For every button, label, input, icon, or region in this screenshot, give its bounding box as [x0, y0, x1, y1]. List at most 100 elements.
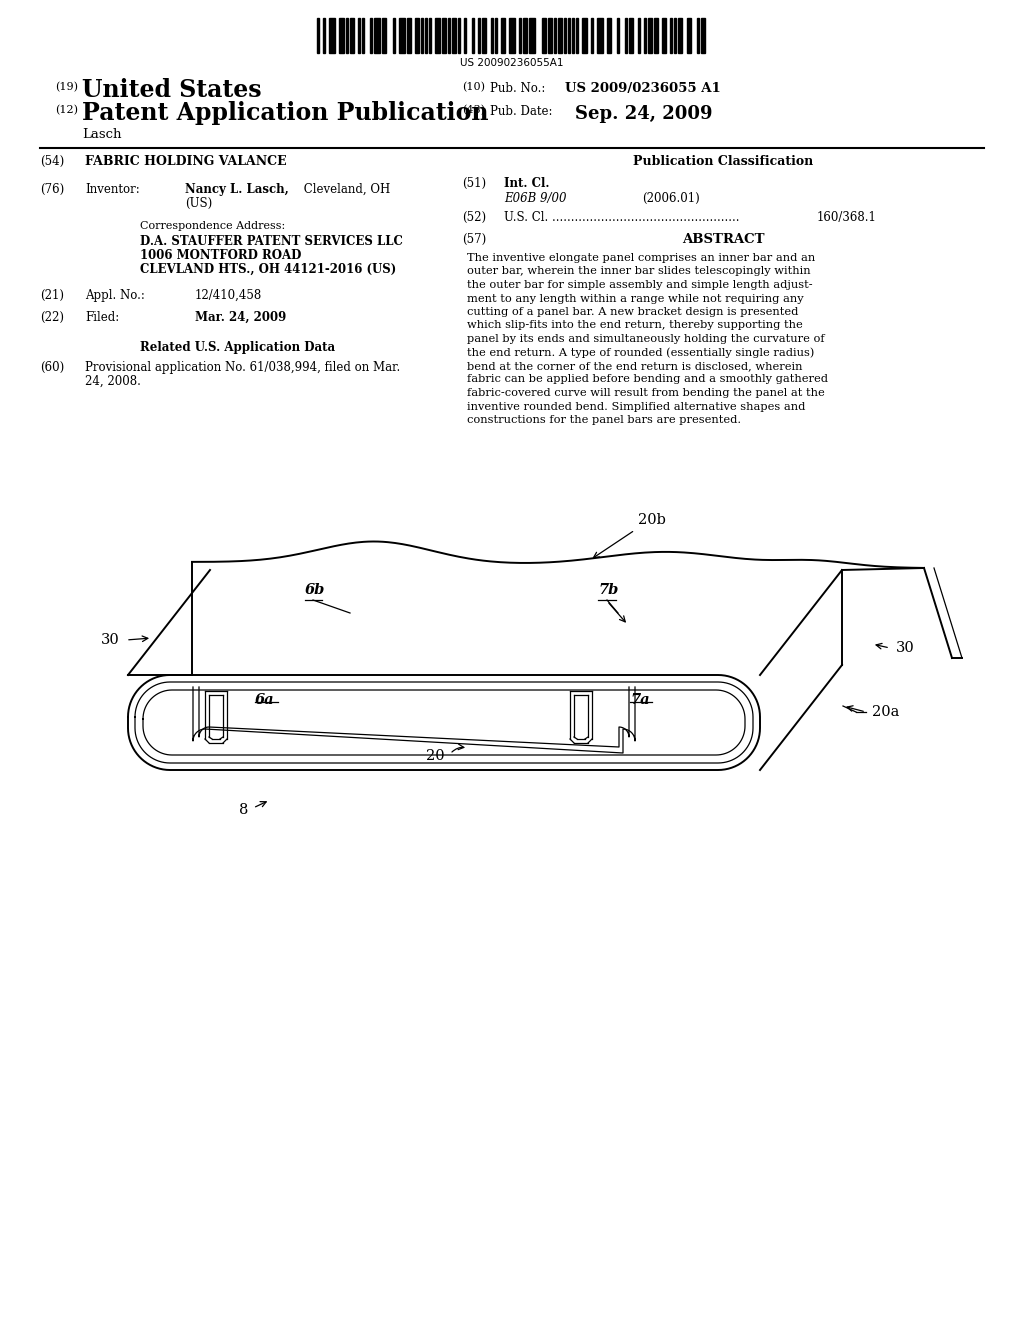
Bar [435, 18, 439, 53]
Bar [374, 18, 380, 53]
Text: (12): (12) [55, 106, 78, 115]
Text: which slip-fits into the end return, thereby supporting the: which slip-fits into the end return, the… [467, 321, 803, 330]
Bar [564, 18, 566, 53]
Bar [529, 18, 536, 53]
Text: (22): (22) [40, 312, 63, 323]
Bar [340, 18, 343, 53]
Text: (US): (US) [185, 197, 212, 210]
Text: Provisional application No. 61/038,994, filed on Mar.: Provisional application No. 61/038,994, … [85, 360, 400, 374]
Text: 12/410,458: 12/410,458 [195, 289, 262, 302]
Bar [607, 18, 611, 53]
Text: Nancy L. Lasch,: Nancy L. Lasch, [185, 183, 289, 195]
Text: (19): (19) [55, 82, 78, 92]
Bar [675, 18, 677, 53]
Text: the outer bar for simple assembly and simple length adjust-: the outer bar for simple assembly and si… [467, 280, 813, 290]
Text: (76): (76) [40, 183, 65, 195]
Bar [597, 18, 603, 53]
Text: 30: 30 [896, 642, 914, 655]
Text: outer bar, wherein the inner bar slides telescopingly within: outer bar, wherein the inner bar slides … [467, 267, 811, 276]
Bar [654, 18, 658, 53]
Text: Pub. No.:: Pub. No.: [490, 82, 546, 95]
Bar [638, 18, 640, 53]
Text: Sep. 24, 2009: Sep. 24, 2009 [575, 106, 713, 123]
Text: Mar. 24, 2009: Mar. 24, 2009 [195, 312, 287, 323]
Text: U.S. Cl. ..................................................: U.S. Cl. ...............................… [504, 211, 739, 224]
Bar [317, 18, 319, 53]
Bar [671, 18, 673, 53]
Text: ABSTRACT: ABSTRACT [682, 234, 764, 246]
Bar [509, 18, 515, 53]
Text: cutting of a panel bar. A new bracket design is presented: cutting of a panel bar. A new bracket de… [467, 308, 799, 317]
Text: 30: 30 [101, 634, 120, 647]
Bar [398, 18, 404, 53]
Text: Related U.S. Application Data: Related U.S. Application Data [140, 341, 335, 354]
Bar [554, 18, 556, 53]
Text: inventive rounded bend. Simplified alternative shapes and: inventive rounded bend. Simplified alter… [467, 401, 805, 412]
Bar [472, 18, 474, 53]
Text: 24, 2008.: 24, 2008. [85, 375, 141, 388]
Bar [663, 18, 667, 53]
Bar [441, 18, 445, 53]
Bar [392, 18, 394, 53]
Text: 20b: 20b [638, 513, 666, 527]
Text: (21): (21) [40, 289, 63, 302]
Text: 6a: 6a [255, 693, 274, 708]
Text: Pub. Date:: Pub. Date: [490, 106, 553, 117]
Bar [330, 18, 336, 53]
Text: United States: United States [82, 78, 261, 102]
Text: 6b: 6b [305, 583, 326, 597]
Text: (43): (43) [462, 106, 485, 115]
Bar [407, 18, 411, 53]
Text: 20: 20 [426, 748, 445, 763]
Bar [568, 18, 570, 53]
Bar [415, 18, 419, 53]
Text: Publication Classification: Publication Classification [633, 154, 813, 168]
Bar [458, 18, 460, 53]
Text: the end return. A type of rounded (essentially single radius): the end return. A type of rounded (essen… [467, 347, 814, 358]
Text: D.A. STAUFFER PATENT SERVICES LLC: D.A. STAUFFER PATENT SERVICES LLC [140, 235, 402, 248]
Bar [700, 18, 705, 53]
Bar [548, 18, 552, 53]
Bar [357, 18, 359, 53]
Bar [696, 18, 698, 53]
Bar [495, 18, 497, 53]
Bar [617, 18, 620, 53]
Text: ment to any length within a range while not requiring any: ment to any length within a range while … [467, 293, 804, 304]
Bar [686, 18, 690, 53]
Text: (2006.01): (2006.01) [642, 191, 699, 205]
Bar [523, 18, 527, 53]
Text: fabric-covered curve will result from bending the panel at the: fabric-covered curve will result from be… [467, 388, 824, 399]
Text: FABRIC HOLDING VALANCE: FABRIC HOLDING VALANCE [85, 154, 287, 168]
Bar [577, 18, 579, 53]
Text: 1006 MONTFORD ROAD: 1006 MONTFORD ROAD [140, 249, 301, 261]
Bar [421, 18, 423, 53]
Text: Lasch: Lasch [82, 128, 122, 141]
Text: Int. Cl.: Int. Cl. [504, 177, 550, 190]
Text: (52): (52) [462, 211, 486, 224]
Text: fabric can be applied before bending and a smoothly gathered: fabric can be applied before bending and… [467, 375, 828, 384]
Bar [490, 18, 493, 53]
Bar [558, 18, 562, 53]
Text: CLEVLAND HTS., OH 44121-2016 (US): CLEVLAND HTS., OH 44121-2016 (US) [140, 263, 396, 276]
Bar [349, 18, 353, 53]
Bar [370, 18, 372, 53]
Bar [648, 18, 652, 53]
Bar [583, 18, 587, 53]
Bar [591, 18, 593, 53]
Bar [447, 18, 450, 53]
Text: 7a: 7a [630, 693, 649, 708]
Text: (10): (10) [462, 82, 485, 92]
Bar [361, 18, 364, 53]
Bar [464, 18, 466, 53]
Bar [345, 18, 347, 53]
Text: Filed:: Filed: [85, 312, 119, 323]
Text: Inventor:: Inventor: [85, 183, 139, 195]
Bar [542, 18, 546, 53]
Text: 8: 8 [239, 803, 248, 817]
Text: US 20090236055A1: US 20090236055A1 [460, 58, 564, 69]
Bar [519, 18, 521, 53]
Text: bend at the corner of the end return is disclosed, wherein: bend at the corner of the end return is … [467, 360, 803, 371]
Text: US 2009/0236055 A1: US 2009/0236055 A1 [565, 82, 721, 95]
Text: Patent Application Publication: Patent Application Publication [82, 102, 488, 125]
Text: (57): (57) [462, 234, 486, 246]
